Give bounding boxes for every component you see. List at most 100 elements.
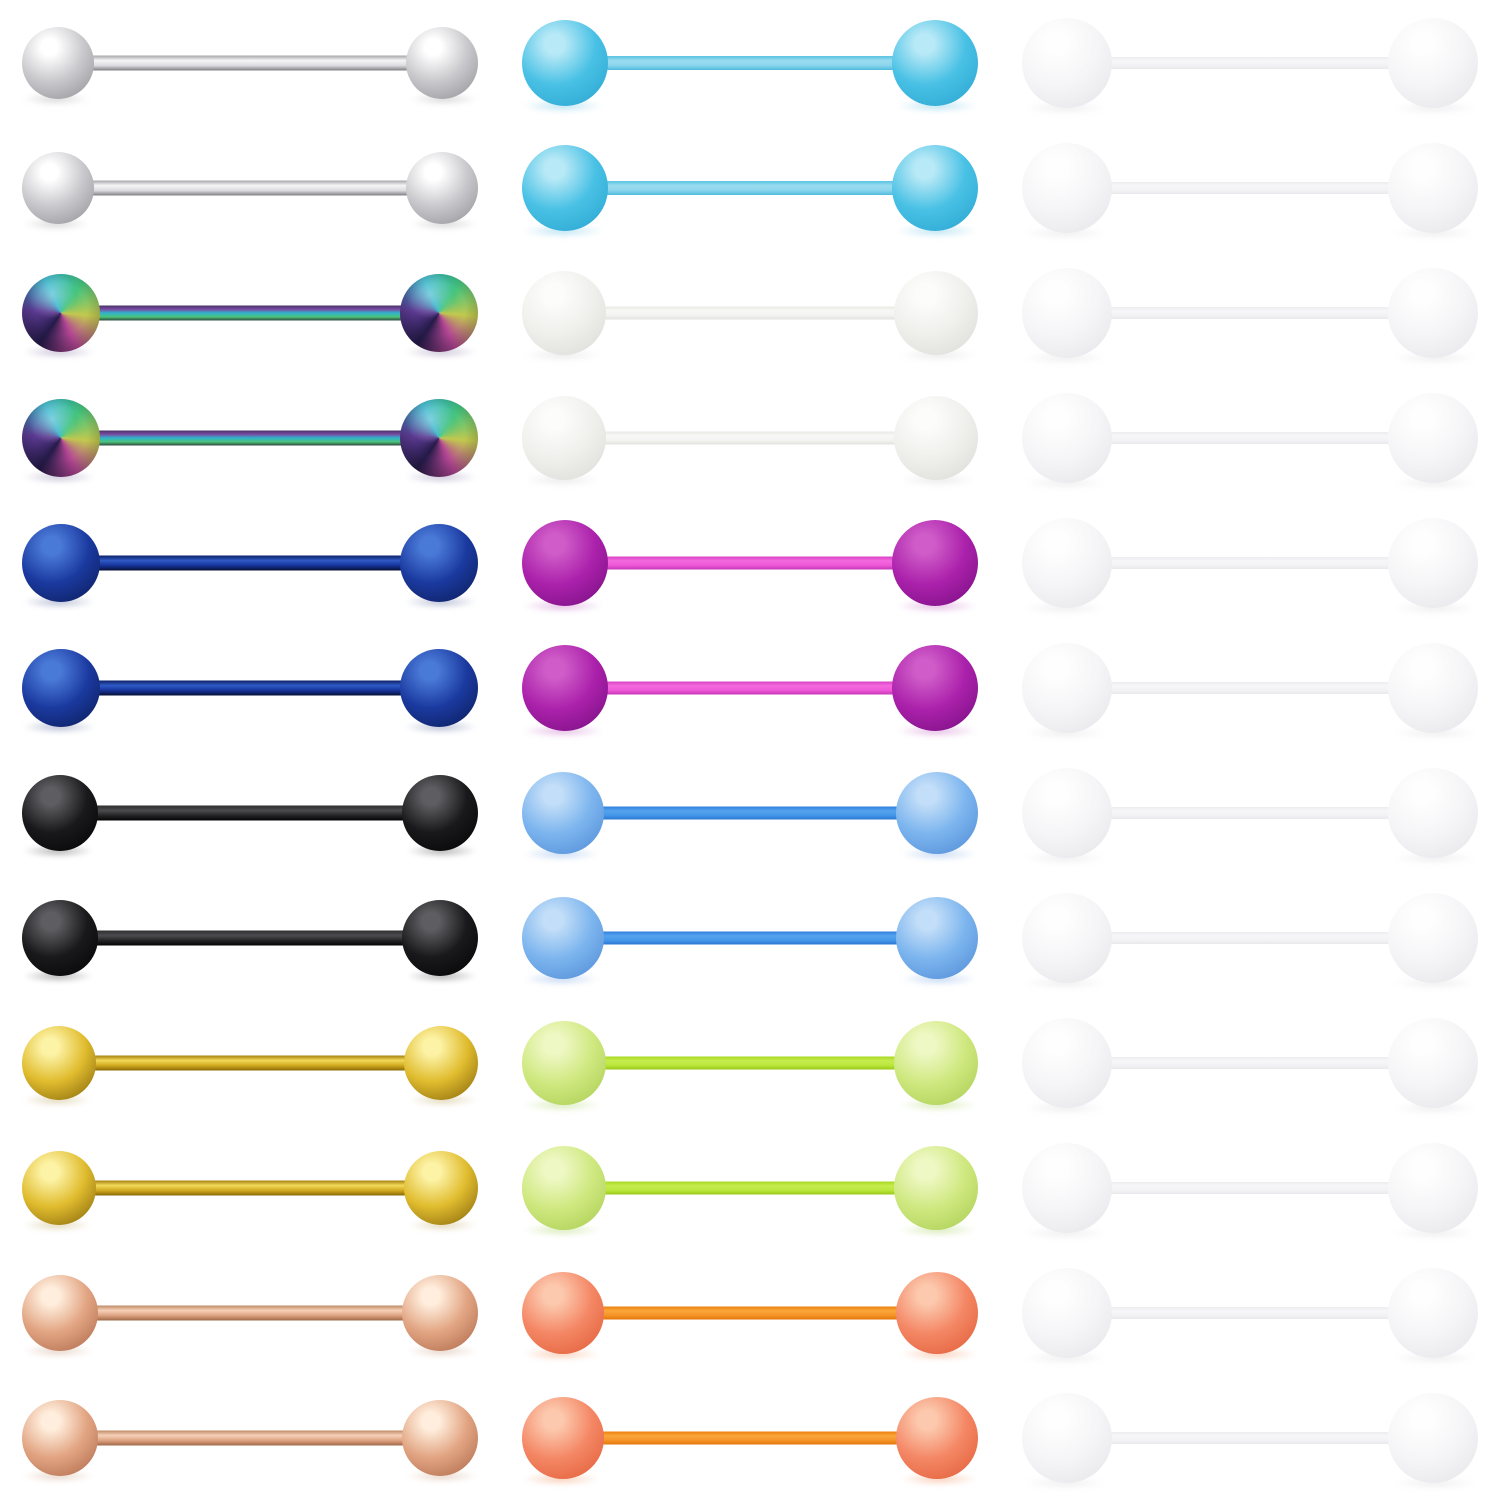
ball-shadow bbox=[896, 223, 978, 238]
barbell-ball-left bbox=[1022, 17, 1112, 108]
barbell-ball-left bbox=[522, 19, 608, 106]
barbell-ball-right bbox=[894, 1020, 978, 1105]
barbell-ball-left bbox=[1022, 1392, 1112, 1483]
barbell-ball-right bbox=[1388, 517, 1478, 608]
ball-shadow bbox=[1392, 1475, 1478, 1490]
ball-shadow bbox=[1022, 600, 1108, 615]
barbell-ball-right bbox=[400, 273, 478, 352]
barbell-shaft bbox=[90, 1430, 410, 1445]
barbell-ball-right bbox=[1388, 1267, 1478, 1358]
barbell-ball-left bbox=[22, 1399, 98, 1476]
barbell-ball-left bbox=[1022, 1142, 1112, 1233]
barbell-ball-right bbox=[894, 1145, 978, 1230]
barbell-ball-right bbox=[896, 771, 978, 854]
barbell-ball-left bbox=[22, 899, 98, 976]
barbell-ball-right bbox=[1388, 267, 1478, 358]
barbell-lime-acrylic-r10c2 bbox=[522, 1125, 978, 1250]
ball-shadow bbox=[1392, 1225, 1478, 1240]
barbell-ball-right bbox=[1388, 767, 1478, 858]
barbell-shaft bbox=[1104, 806, 1396, 819]
ball-shadow bbox=[898, 472, 978, 487]
barbell-clear-retainer-r11c3 bbox=[1022, 1250, 1478, 1375]
barbell-ball-left bbox=[22, 1274, 98, 1351]
barbell-shaft bbox=[600, 556, 900, 569]
barbell-ball-left bbox=[522, 1020, 606, 1105]
ball-shadow bbox=[896, 98, 978, 113]
barbell-ball-right bbox=[1388, 142, 1478, 233]
barbell-shaft bbox=[596, 931, 904, 944]
barbell-ball-left bbox=[22, 26, 94, 99]
ball-shadow bbox=[1392, 350, 1478, 365]
ball-shadow bbox=[522, 98, 604, 113]
barbell-orange-acrylic-r11c2 bbox=[522, 1250, 978, 1375]
barbell-shaft bbox=[596, 806, 904, 819]
barbell-shaft bbox=[1104, 1306, 1396, 1319]
barbell-ball-right bbox=[892, 144, 978, 231]
barbell-shaft bbox=[90, 930, 410, 945]
barbell-ball-left bbox=[1022, 1267, 1112, 1358]
ball-shadow bbox=[1022, 350, 1108, 365]
barbell-ball-left bbox=[22, 774, 98, 851]
ball-shadow bbox=[522, 472, 602, 487]
barbell-shaft bbox=[598, 1181, 902, 1194]
barbell-ball-right bbox=[402, 1399, 478, 1476]
ball-shadow bbox=[898, 1222, 978, 1237]
barbell-shaft bbox=[600, 55, 900, 70]
ball-shadow bbox=[1392, 600, 1478, 615]
barbell-shaft bbox=[598, 306, 902, 319]
barbell-ball-right bbox=[406, 151, 478, 224]
barbell-ball-right bbox=[892, 644, 978, 731]
barbell-aqua-acrylic-r1c2 bbox=[522, 0, 978, 125]
barbell-purple-acrylic-r5c2 bbox=[522, 500, 978, 625]
barbell-shaft bbox=[88, 1180, 412, 1195]
ball-shadow bbox=[1022, 225, 1108, 240]
barbell-ball-left bbox=[22, 1025, 96, 1100]
barbell-blue-acrylic-r7c2 bbox=[522, 750, 978, 875]
barbell-ball-right bbox=[400, 523, 478, 602]
barbell-blue-steel-r5c1 bbox=[22, 500, 478, 625]
barbell-shaft bbox=[90, 1305, 410, 1320]
barbell-ball-left bbox=[22, 1150, 96, 1225]
barbell-ball-right bbox=[400, 648, 478, 727]
barbell-shaft bbox=[86, 180, 414, 195]
barbell-rainbow-steel-r3c1 bbox=[22, 250, 478, 375]
barbell-ball-right bbox=[402, 899, 478, 976]
ball-shadow bbox=[522, 846, 600, 861]
ball-shadow bbox=[522, 1346, 600, 1361]
barbell-lime-acrylic-r9c2 bbox=[522, 1000, 978, 1125]
barbell-ball-right bbox=[1388, 892, 1478, 983]
barbell-ball-right bbox=[1388, 1142, 1478, 1233]
barbell-ball-right bbox=[892, 19, 978, 106]
barbell-shaft bbox=[600, 681, 900, 694]
barbell-shaft bbox=[92, 430, 408, 445]
barbell-shaft bbox=[598, 431, 902, 444]
barbell-orange-acrylic-r12c2 bbox=[522, 1375, 978, 1500]
barbell-shaft bbox=[90, 805, 410, 820]
barbell-ball-right bbox=[896, 1271, 978, 1354]
barbell-clear-retainer-r3c3 bbox=[1022, 250, 1478, 375]
ball-shadow bbox=[1022, 100, 1108, 115]
barbell-ball-left bbox=[522, 395, 606, 480]
ball-shadow bbox=[1022, 1475, 1108, 1490]
barbell-ball-left bbox=[1022, 392, 1112, 483]
barbell-shaft bbox=[88, 1055, 412, 1070]
barbell-blue-acrylic-r8c2 bbox=[522, 875, 978, 1000]
barbell-ball-right bbox=[402, 1274, 478, 1351]
barbell-clear-retainer-r9c3 bbox=[1022, 1000, 1478, 1125]
ball-shadow bbox=[22, 1468, 94, 1483]
barbell-ball-right bbox=[402, 774, 478, 851]
barbell-shaft bbox=[1104, 931, 1396, 944]
barbell-ball-left bbox=[522, 771, 604, 854]
barbell-shaft bbox=[596, 1431, 904, 1444]
barbell-ball-right bbox=[896, 1396, 978, 1479]
ball-shadow bbox=[1022, 475, 1108, 490]
barbell-ball-right bbox=[1388, 392, 1478, 483]
barbell-ball-left bbox=[522, 1271, 604, 1354]
ball-shadow bbox=[22, 344, 96, 359]
barbell-ball-left bbox=[1022, 267, 1112, 358]
barbell-clear-retainer-r10c3 bbox=[1022, 1125, 1478, 1250]
barbell-shaft bbox=[86, 55, 414, 70]
ball-shadow bbox=[1392, 475, 1478, 490]
barbell-ball-left bbox=[1022, 1017, 1112, 1108]
